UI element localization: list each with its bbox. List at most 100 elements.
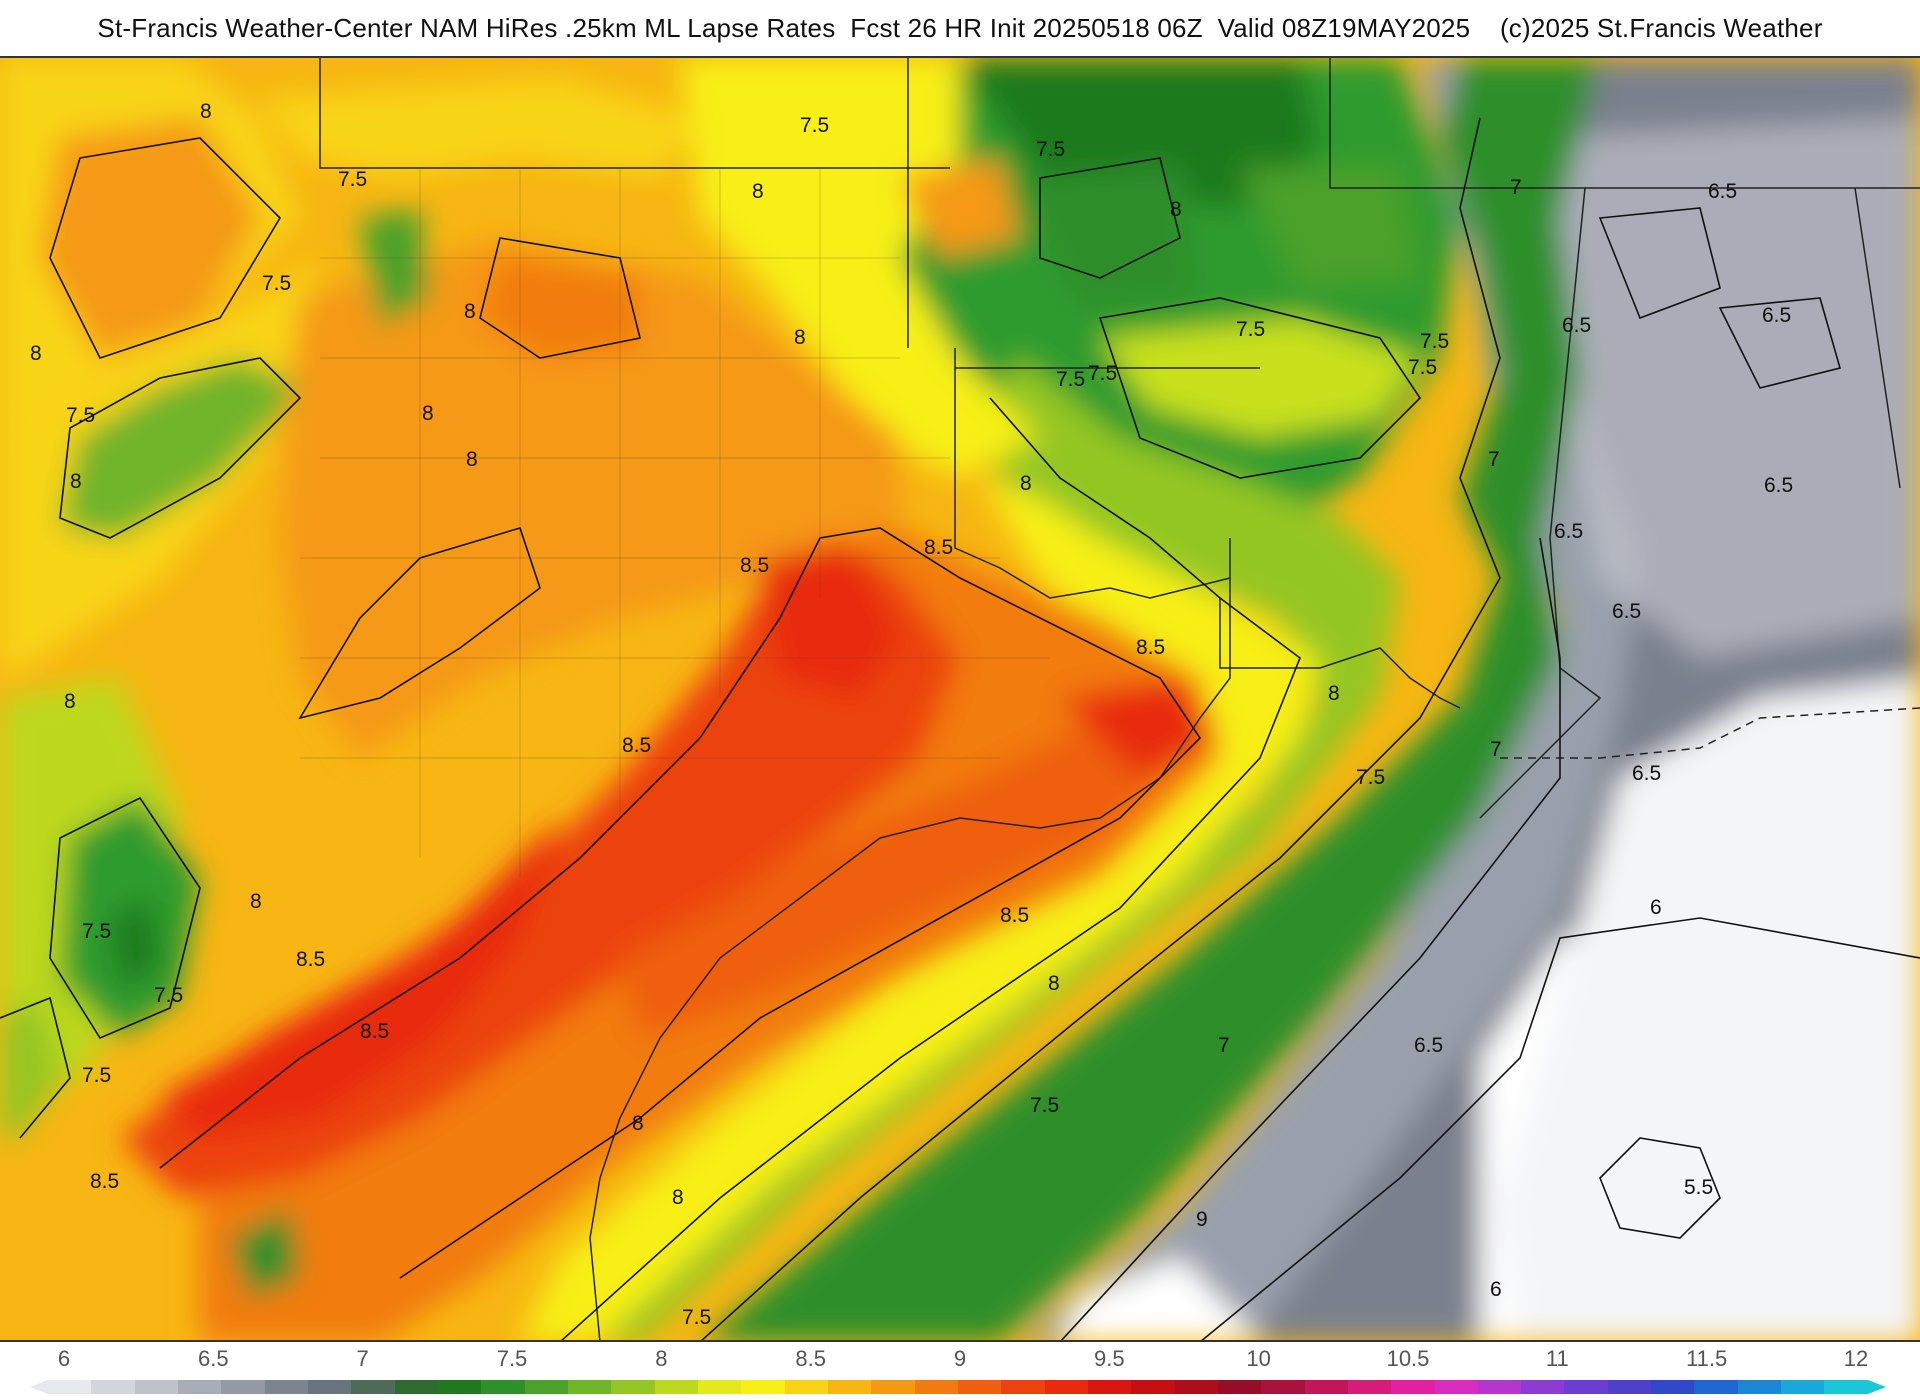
- legend-color-swatch: [784, 1380, 828, 1394]
- contour-label: 8: [1328, 682, 1340, 705]
- legend-tick-label: 7.5: [496, 1346, 528, 1371]
- contour-label: 8: [422, 402, 434, 425]
- color-legend: 6 6.5 7 7.5 8 8.5 9 9.5 10 10.5 11 11.5 12: [0, 1342, 1920, 1400]
- contour-label: 6.5: [1632, 762, 1661, 785]
- contour-label: 8.5: [360, 1020, 389, 1043]
- contour-label: 6.5: [1414, 1034, 1443, 1057]
- legend-color-swatch: [1217, 1380, 1262, 1394]
- legend-color-swatch: [1477, 1380, 1522, 1394]
- legend-color-swatch: [1694, 1380, 1738, 1394]
- legend-color-swatch: [1087, 1380, 1132, 1394]
- contour-label: 8: [672, 1186, 684, 1209]
- contour-label: 6: [1650, 896, 1662, 919]
- legend-color-swatch: [1824, 1380, 1868, 1394]
- contour-label: 6.5: [1708, 180, 1737, 203]
- contour-label: 6.5: [1762, 304, 1791, 327]
- county-lines: [300, 168, 1050, 878]
- map-title: St-Francis Weather-Center NAM HiRes .25k…: [97, 12, 1823, 43]
- contour-label: 8: [794, 326, 806, 349]
- legend-color-swatch: [1391, 1380, 1435, 1394]
- contour-label: 6.5: [1562, 314, 1591, 337]
- legend-color-swatch: [1521, 1380, 1565, 1394]
- legend-color-swatch: [1304, 1380, 1348, 1394]
- contour-label: 7.5: [1088, 362, 1117, 385]
- contour-label: 8: [200, 100, 212, 123]
- contour-labels: 8 7.5 7.5 8 8 8 7.5 7.5 8 8 8 8 7.5 8 7.…: [30, 100, 1793, 1329]
- contour-label: 7.5: [682, 1306, 711, 1329]
- contour-label: 8: [70, 470, 82, 493]
- contour-label: 8: [250, 890, 262, 913]
- contour-label: 7: [1218, 1034, 1230, 1057]
- legend-color-swatch: [871, 1380, 915, 1394]
- contour-label: 6.5: [1554, 520, 1583, 543]
- legend-color-swatch: [1434, 1380, 1478, 1394]
- state-boundaries: [319, 58, 1920, 1340]
- legend-color-swatch: [48, 1380, 92, 1394]
- contour-label: 7.5: [1036, 138, 1065, 161]
- map-canvas: 8 7.5 7.5 8 8 8 7.5 7.5 8 8 8 8 7.5 8 7.…: [0, 58, 1920, 1340]
- legend-color-swatch: [524, 1380, 568, 1394]
- legend-tick-label: 11.5: [1686, 1346, 1728, 1371]
- legend-color-swatch: [481, 1380, 525, 1394]
- legend-color-swatch: [567, 1380, 612, 1394]
- contour-label: 7.5: [1236, 318, 1265, 341]
- legend-color-swatch: [437, 1380, 482, 1394]
- legend-color-swatch: [1781, 1380, 1825, 1394]
- contour-label: 8: [466, 448, 478, 471]
- legend-max-arrow: [1868, 1380, 1886, 1394]
- legend-color-swatch: [914, 1380, 958, 1394]
- contour-label: 7.5: [66, 404, 95, 427]
- legend-color-swatch: [1174, 1380, 1218, 1394]
- contour-label: 7.5: [1408, 356, 1437, 379]
- contour-label: 7.5: [800, 114, 829, 137]
- legend-min-arrow: [30, 1380, 48, 1394]
- legend-tick-label: 9: [953, 1346, 967, 1371]
- contour-label: 5.5: [1684, 1176, 1713, 1199]
- legend-color-swatch: [1001, 1380, 1045, 1394]
- contour-label: 8.5: [740, 554, 769, 577]
- contour-label: 6.5: [1612, 600, 1641, 623]
- legend-color-swatch: [827, 1380, 872, 1394]
- legend-color-swatch: [177, 1380, 222, 1394]
- legend-color-swatch: [1651, 1380, 1695, 1394]
- legend-tick-label: 10.5: [1386, 1346, 1430, 1371]
- contour-label: 8: [30, 342, 42, 365]
- contour-label: 7.5: [82, 1064, 111, 1087]
- contour-label: 8.5: [1136, 636, 1165, 659]
- legend-color-swatch: [1261, 1380, 1305, 1394]
- legend-color-swatch: [1737, 1380, 1782, 1394]
- legend-tick-label: 9.5: [1094, 1346, 1125, 1371]
- legend-tick-label: 10: [1246, 1346, 1271, 1371]
- legend-tick-label: 6: [57, 1346, 71, 1371]
- contour-label: 8.5: [622, 734, 651, 757]
- legend-tick-label: 12: [1843, 1346, 1869, 1371]
- contour-label: 7.5: [154, 984, 183, 1007]
- contour-label: 8: [1170, 198, 1182, 221]
- legend-colorbar: [48, 1380, 1868, 1394]
- contour-label: 8: [464, 300, 476, 323]
- contour-label: 7.5: [1056, 368, 1085, 391]
- legend-color-swatch: [957, 1380, 1002, 1394]
- contour-label: 8: [1048, 972, 1060, 995]
- legend-color-swatch: [221, 1380, 265, 1394]
- legend-color-swatch: [394, 1380, 438, 1394]
- contour-label: 8.5: [1000, 904, 1029, 927]
- contour-label: 7.5: [82, 920, 111, 943]
- contour-label: 7: [1510, 176, 1522, 199]
- legend-color-swatch: [307, 1380, 352, 1394]
- contour-label: 8: [64, 690, 76, 713]
- legend-color-swatch: [1347, 1380, 1392, 1394]
- legend-color-swatch: [264, 1380, 308, 1394]
- contour-label: 9: [1196, 1208, 1208, 1231]
- legend-tick-label: 8: [655, 1346, 668, 1371]
- contour-label: 7.5: [338, 168, 367, 191]
- legend-color-swatch: [351, 1380, 395, 1394]
- contour-label: 8.5: [296, 948, 325, 971]
- contour-label: 8: [632, 1112, 644, 1135]
- contour-label: 6: [1490, 1278, 1502, 1301]
- lapse-rate-map: 8 7.5 7.5 8 8 8 7.5 7.5 8 8 8 8 7.5 8 7.…: [0, 56, 1920, 1342]
- contour-label: 7.5: [1030, 1094, 1059, 1117]
- legend-tick-label: 6.5: [198, 1346, 229, 1371]
- contour-label: 8: [1020, 472, 1032, 495]
- legend-color-swatch: [91, 1380, 135, 1394]
